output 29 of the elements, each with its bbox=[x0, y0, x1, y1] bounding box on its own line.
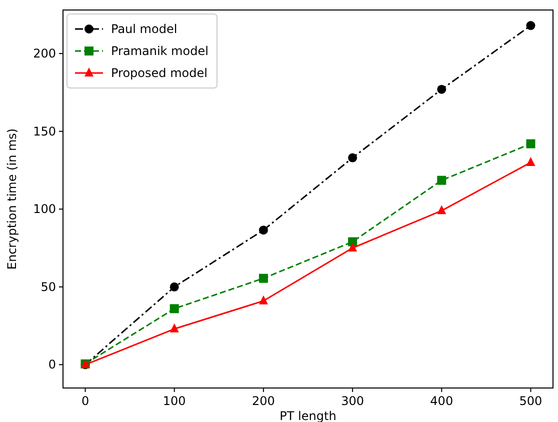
point bbox=[526, 139, 536, 148]
x-tick-label: 100 bbox=[162, 394, 186, 408]
x-tick-label: 200 bbox=[252, 394, 275, 408]
point bbox=[526, 21, 536, 30]
point bbox=[170, 323, 179, 332]
point bbox=[170, 282, 179, 292]
point bbox=[437, 84, 446, 94]
point bbox=[170, 304, 179, 314]
point bbox=[348, 242, 358, 252]
legend-label: Pramanik model bbox=[111, 44, 208, 58]
point bbox=[258, 295, 268, 304]
y-tick-label: 50 bbox=[40, 280, 56, 294]
x-tick-label: 500 bbox=[519, 394, 542, 408]
point bbox=[258, 274, 268, 283]
point bbox=[348, 153, 358, 162]
y-tick-label: 0 bbox=[48, 358, 56, 372]
y-tick-label: 200 bbox=[33, 46, 56, 61]
point bbox=[258, 226, 268, 235]
x-tick-label: 400 bbox=[430, 394, 454, 408]
legend-label: Paul model bbox=[111, 22, 178, 36]
point bbox=[437, 176, 446, 185]
point bbox=[437, 205, 446, 214]
point bbox=[526, 156, 536, 166]
y-axis-title: Encryption time (in ms) bbox=[5, 128, 19, 270]
y-tick-label: 150 bbox=[33, 124, 56, 138]
legend-label: Proposed model bbox=[111, 66, 208, 80]
y-tick-label: 100 bbox=[33, 202, 56, 216]
x-tick-label: 300 bbox=[341, 394, 364, 408]
x-tick-label: 0 bbox=[81, 394, 90, 408]
